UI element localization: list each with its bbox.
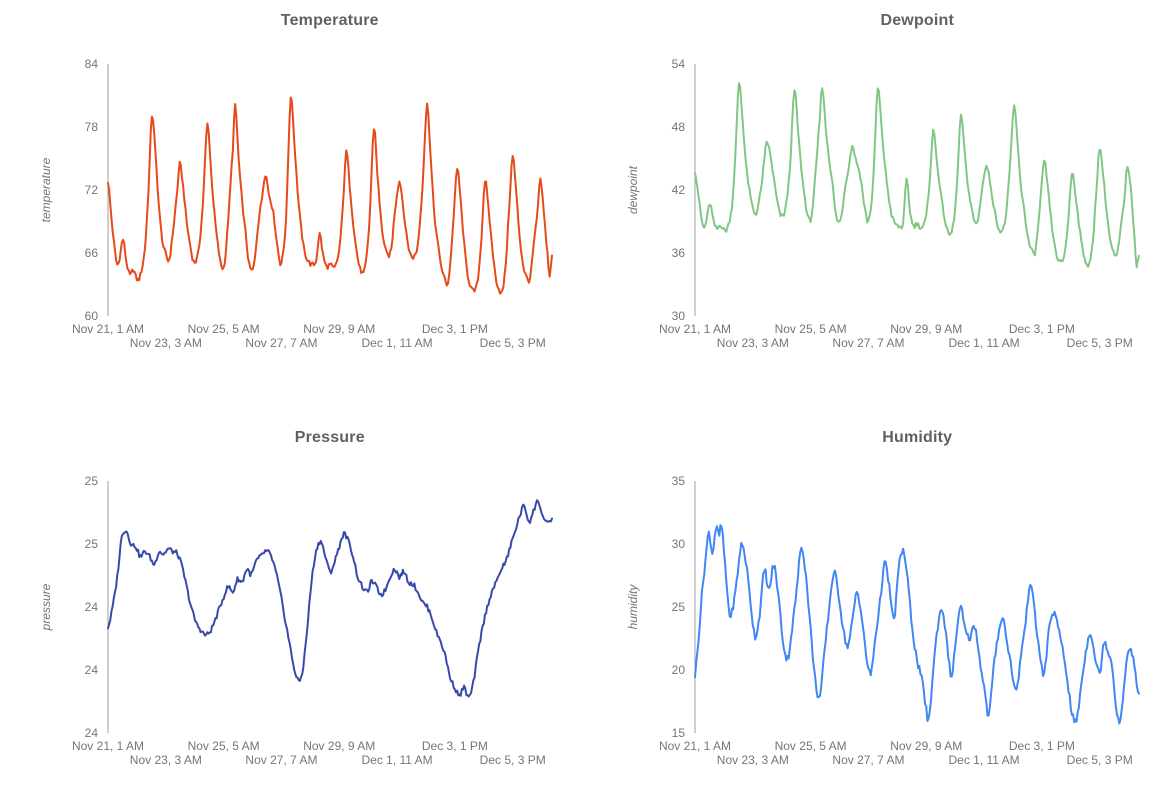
pressure-x-tick-label: Nov 27, 7 AM — [245, 753, 317, 767]
dewpoint-series-line — [694, 82, 1141, 269]
humidity-x-tick-label: Nov 21, 1 AM — [659, 739, 731, 753]
temperature-y-tick-label: 72 — [84, 183, 98, 197]
pressure-x-tick-label: Nov 25, 5 AM — [187, 739, 259, 753]
temperature-x-tick-label: Nov 23, 3 AM — [130, 336, 202, 350]
pressure-y-tick-label: 25 — [84, 537, 98, 551]
temperature-series-line — [106, 96, 553, 295]
humidity-chart-title: Humidity — [882, 428, 953, 446]
humidity-x-tick-label: Nov 29, 9 AM — [890, 739, 962, 753]
dewpoint-y-tick-label: 48 — [672, 120, 686, 134]
dewpoint-x-tick-label: Nov 27, 7 AM — [833, 336, 905, 350]
pressure-chart-title: Pressure — [294, 428, 365, 446]
humidity-x-tick-label: Nov 27, 7 AM — [833, 753, 905, 767]
humidity-x-tick-label: Dec 5, 3 PM — [1067, 753, 1133, 767]
dewpoint-y-tick-label: 42 — [672, 183, 686, 197]
dewpoint-chart-title: Dewpoint — [880, 12, 955, 29]
temperature-x-tick-label: Nov 21, 1 AM — [72, 322, 144, 336]
pressure-y-tick-label: 24 — [84, 663, 98, 677]
temperature-chart-title: Temperature — [280, 12, 379, 29]
pressure-x-tick-label: Dec 1, 11 AM — [361, 753, 432, 767]
pressure-y-axis-title: pressure — [39, 583, 53, 631]
dewpoint-x-tick-label: Dec 3, 1 PM — [1009, 322, 1075, 336]
temperature-chart-card: Temperature 84 78 72 66 60 temperature Nov 21,… — [0, 0, 588, 393]
humidity-y-tick-label: 35 — [672, 474, 686, 488]
temperature-x-tick-label: Nov 25, 5 AM — [187, 322, 259, 336]
humidity-y-tick-label: 25 — [672, 600, 686, 614]
dewpoint-x-tick-label: Nov 23, 3 AM — [717, 336, 789, 350]
humidity-series-line — [694, 523, 1141, 724]
pressure-y-tick-label: 25 — [84, 474, 98, 488]
dewpoint-y-tick-label: 36 — [672, 246, 686, 260]
dewpoint-y-axis-title: dewpoint — [626, 165, 640, 214]
pressure-x-tick-label: Nov 29, 9 AM — [303, 739, 375, 753]
temperature-x-tick-label: Dec 1, 11 AM — [361, 336, 432, 350]
pressure-x-tick-label: Dec 3, 1 PM — [422, 739, 488, 753]
pressure-y-tick-label: 24 — [84, 726, 98, 740]
temperature-y-tick-label: 60 — [84, 309, 98, 323]
humidity-y-tick-label: 30 — [672, 537, 686, 551]
dewpoint-x-tick-label: Dec 1, 11 AM — [949, 336, 1020, 350]
temperature-y-tick-label: 78 — [84, 120, 98, 134]
humidity-y-tick-label: 15 — [672, 726, 686, 740]
dewpoint-y-tick-label: 54 — [672, 57, 686, 71]
humidity-y-axis-title: humidity — [626, 583, 640, 629]
humidity-x-tick-label: Dec 3, 1 PM — [1009, 739, 1075, 753]
humidity-x-tick-label: Nov 25, 5 AM — [775, 739, 847, 753]
humidity-chart-card: Humidity 35 30 25 20 15 humidity Nov 21, 1 AM N… — [588, 393, 1175, 785]
temperature-y-axis-title: temperature — [39, 157, 53, 222]
dewpoint-x-tick-label: Nov 25, 5 AM — [775, 322, 847, 336]
pressure-y-tick-label: 24 — [84, 600, 98, 614]
temperature-x-tick-label: Nov 27, 7 AM — [245, 336, 317, 350]
temperature-y-tick-label: 66 — [84, 246, 98, 260]
dewpoint-x-tick-label: Nov 21, 1 AM — [659, 322, 731, 336]
humidity-y-tick-label: 20 — [672, 663, 686, 677]
pressure-x-tick-label: Dec 5, 3 PM — [479, 753, 545, 767]
dewpoint-chart-card: Dewpoint 54 48 42 36 30 dewpoint Nov 21, 1 AM N… — [588, 0, 1175, 393]
dewpoint-y-tick-label: 30 — [672, 309, 686, 323]
pressure-x-tick-label: Nov 23, 3 AM — [130, 753, 202, 767]
temperature-x-tick-label: Nov 29, 9 AM — [303, 322, 375, 336]
pressure-series-line — [106, 498, 553, 697]
dewpoint-x-tick-label: Nov 29, 9 AM — [890, 322, 962, 336]
humidity-x-tick-label: Nov 23, 3 AM — [717, 753, 789, 767]
temperature-y-tick-label: 84 — [84, 57, 98, 71]
temperature-x-tick-label: Dec 3, 1 PM — [422, 322, 488, 336]
pressure-chart-card: Pressure 25 25 24 24 24 pressure Nov 21, 1 AM N… — [0, 393, 588, 785]
dewpoint-x-tick-label: Dec 5, 3 PM — [1067, 336, 1133, 350]
humidity-x-tick-label: Dec 1, 11 AM — [949, 753, 1020, 767]
pressure-x-tick-label: Nov 21, 1 AM — [72, 739, 144, 753]
temperature-x-tick-label: Dec 5, 3 PM — [479, 336, 545, 350]
